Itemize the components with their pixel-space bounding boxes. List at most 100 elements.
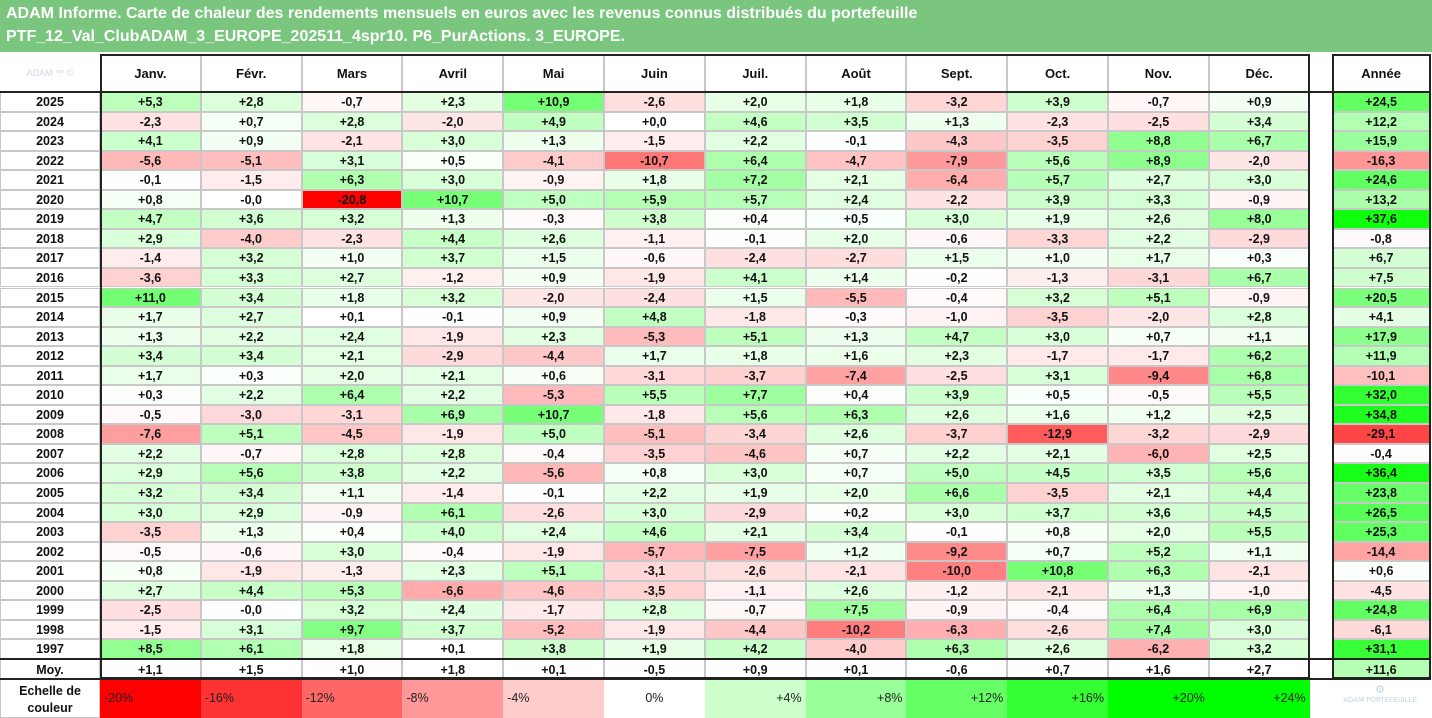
- heatmap-cell: -1,9: [200, 561, 302, 581]
- heatmap-cell: +5,5: [604, 385, 705, 405]
- heatmap-cell: +5,7: [704, 189, 806, 210]
- heatmap-cell: +9,7: [301, 619, 403, 640]
- annual-cell: +25,3: [1331, 522, 1431, 542]
- heatmap-cell: -5,3: [503, 385, 604, 405]
- heatmap-cell: -0,1: [805, 131, 907, 151]
- heatmap-cell: +3,2: [301, 600, 403, 620]
- heatmap-cell: -0,1: [503, 483, 604, 503]
- heatmap-cell: +3,0: [402, 170, 504, 190]
- heatmap-cell: -2,4: [704, 248, 806, 268]
- heatmap-cell: -2,1: [1208, 561, 1310, 581]
- average-cell: +2,7: [1208, 658, 1310, 679]
- heatmap-cell: -1,0: [906, 307, 1008, 327]
- heatmap-cell: +0,1: [402, 639, 504, 659]
- heatmap-cell: +1,7: [1108, 248, 1209, 268]
- heatmap-cell: +3,0: [604, 502, 705, 523]
- heatmap-cell: -3,7: [906, 424, 1008, 444]
- legend-step: -4%: [503, 678, 604, 718]
- heatmap-cell: +0,9: [200, 131, 302, 151]
- heatmap-cell: -5,5: [805, 287, 907, 308]
- legend-step: -16%: [200, 678, 302, 718]
- heatmap-cell: -1,1: [604, 228, 705, 249]
- average-cell: +1,8: [402, 658, 504, 679]
- legend-separator: [0, 677, 1431, 680]
- heatmap-cell: +2,8: [301, 111, 403, 132]
- heatmap-cell: +8,8: [1108, 131, 1209, 151]
- heatmap-cell: +1,6: [1007, 404, 1108, 425]
- legend-step: -12%: [301, 678, 403, 718]
- heatmap-cell: +4,4: [1208, 483, 1310, 503]
- heatmap-cell: +1,9: [604, 639, 705, 659]
- annual-cell: -10,1: [1331, 365, 1431, 386]
- average-cell: +0,1: [805, 658, 907, 679]
- heatmap-cell: -2,9: [402, 346, 504, 366]
- annual-cell: -29,1: [1331, 424, 1431, 444]
- heatmap-cell: -2,6: [503, 502, 604, 523]
- heatmap-cell: -0,4: [906, 287, 1008, 308]
- heatmap-cell: +4,2: [704, 639, 806, 659]
- heatmap-cell: +1,7: [100, 307, 201, 327]
- heatmap-cell: +3,2: [200, 248, 302, 268]
- heatmap-cell: +2,2: [402, 385, 504, 405]
- heatmap-cell: +7,4: [1108, 619, 1209, 640]
- heatmap-cell: +2,7: [200, 307, 302, 327]
- heatmap-cell: -7,4: [805, 365, 907, 386]
- heatmap-cell: +5,5: [1208, 385, 1310, 405]
- heatmap-cell: -0,9: [906, 600, 1008, 620]
- heatmap-cell: +6,2: [1208, 346, 1310, 366]
- heatmap-cell: +3,0: [301, 541, 403, 562]
- column-header: Oct.: [1007, 54, 1108, 92]
- heatmap-cell: -0,7: [301, 92, 403, 112]
- heatmap-cell: +4,1: [100, 131, 201, 151]
- annual-cell: +24,8: [1331, 600, 1431, 620]
- heatmap-cell: -0,3: [503, 209, 604, 229]
- heatmap-cell: +0,6: [503, 365, 604, 386]
- heatmap-cell: -1,9: [604, 267, 705, 288]
- heatmap-cell: +5,6: [200, 463, 302, 483]
- heatmap-cell: +2,2: [200, 326, 302, 347]
- heatmap-cell: +7,2: [704, 170, 806, 190]
- row-year-label: 2015: [0, 287, 100, 308]
- heatmap-cell: +10,7: [402, 189, 504, 210]
- heatmap-cell: -0,5: [1108, 385, 1209, 405]
- heatmap-cell: +2,1: [301, 346, 403, 366]
- average-annual-cell: +11,6: [1331, 658, 1431, 679]
- heatmap-cell: +6,1: [200, 639, 302, 659]
- heatmap-cell: +10,9: [503, 92, 604, 112]
- heatmap-cell: -0,5: [100, 541, 201, 562]
- heatmap-cell: +1,0: [301, 248, 403, 268]
- heatmap-cell: +2,0: [805, 483, 907, 503]
- heatmap-cell: +1,8: [704, 346, 806, 366]
- annual-cell: +26,5: [1331, 502, 1431, 523]
- heatmap-cell: -1,7: [1108, 346, 1209, 366]
- heatmap-cell: +2,8: [604, 600, 705, 620]
- heatmap-cell: +5,2: [1108, 541, 1209, 562]
- heatmap-cell: +4,7: [906, 326, 1008, 347]
- heatmap-cell: -1,2: [906, 580, 1008, 601]
- annual-cell: +11,9: [1331, 346, 1431, 366]
- heatmap-cell: -3,2: [1108, 424, 1209, 444]
- column-header: Mars: [301, 54, 403, 92]
- annual-cell: -0,8: [1331, 228, 1431, 249]
- heatmap-cell: +3,1: [200, 619, 302, 640]
- heatmap-cell: +3,7: [402, 619, 504, 640]
- heatmap-cell: -6,2: [1108, 639, 1209, 659]
- heatmap-cell: -2,9: [704, 502, 806, 523]
- heatmap-cell: +6,3: [906, 639, 1008, 659]
- annual-cell: -0,4: [1331, 443, 1431, 464]
- heatmap-cell: +4,0: [402, 522, 504, 542]
- heatmap-cell: +3,9: [1007, 92, 1108, 112]
- row-year-label: 2023: [0, 131, 100, 151]
- annual-cell: +37,6: [1331, 209, 1431, 229]
- heatmap-cell: -5,7: [604, 541, 705, 562]
- row-year-label: 2012: [0, 346, 100, 366]
- heatmap-cell: +0,2: [805, 502, 907, 523]
- heatmap-cell: +5,3: [301, 580, 403, 601]
- heatmap-cell: -0,1: [402, 307, 504, 327]
- heatmap-cell: +0,9: [503, 307, 604, 327]
- heatmap-cell: +3,4: [1208, 111, 1310, 132]
- heatmap-cell: +2,6: [805, 424, 907, 444]
- average-cell: +1,6: [1108, 658, 1209, 679]
- average-separator: [0, 657, 1431, 660]
- heatmap-cell: +0,0: [604, 111, 705, 132]
